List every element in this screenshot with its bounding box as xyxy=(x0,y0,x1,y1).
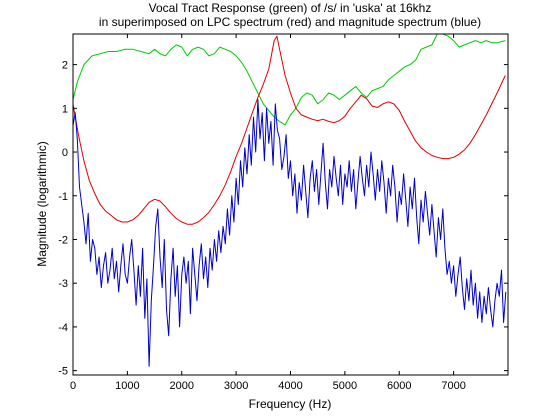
x-tick-label: 1000 xyxy=(115,380,139,392)
x-tick-label: 4000 xyxy=(278,380,302,392)
y-tick-label: -2 xyxy=(58,234,68,246)
x-tick-label: 7000 xyxy=(441,380,465,392)
x-tick-label: 3000 xyxy=(224,380,248,392)
chart-subtitle: in superimposed on LPC spectrum (red) an… xyxy=(99,15,481,29)
y-tick-label: -4 xyxy=(58,322,68,334)
x-tick-label: 5000 xyxy=(333,380,357,392)
lpc-spectrum-line xyxy=(73,35,506,225)
y-tick-label: 2 xyxy=(62,60,68,72)
y-tick-label: 0 xyxy=(62,147,68,159)
y-tick-label: 1 xyxy=(62,103,68,115)
y-tick-label: -5 xyxy=(58,366,68,378)
y-axis-label: Magnitude (logarithmic) xyxy=(35,141,49,266)
plot-area: 0 1000 2000 3000 4000 5000 6000 7000 -5 -4 -3 -2 -1 0… xyxy=(58,33,509,392)
chart-title: Vocal Tract Response (green) of /s/ in '… xyxy=(149,1,432,15)
y-tick-label: -1 xyxy=(58,191,68,203)
x-axis-label: Frequency (Hz) xyxy=(249,397,332,411)
x-tick-label: 2000 xyxy=(170,380,194,392)
vocal-tract-line xyxy=(73,34,506,126)
x-tick-label: 6000 xyxy=(387,380,411,392)
y-tick-label: -3 xyxy=(58,278,68,290)
magnitude-spectrum-line xyxy=(73,99,507,367)
x-tick-label: 0 xyxy=(70,380,76,392)
